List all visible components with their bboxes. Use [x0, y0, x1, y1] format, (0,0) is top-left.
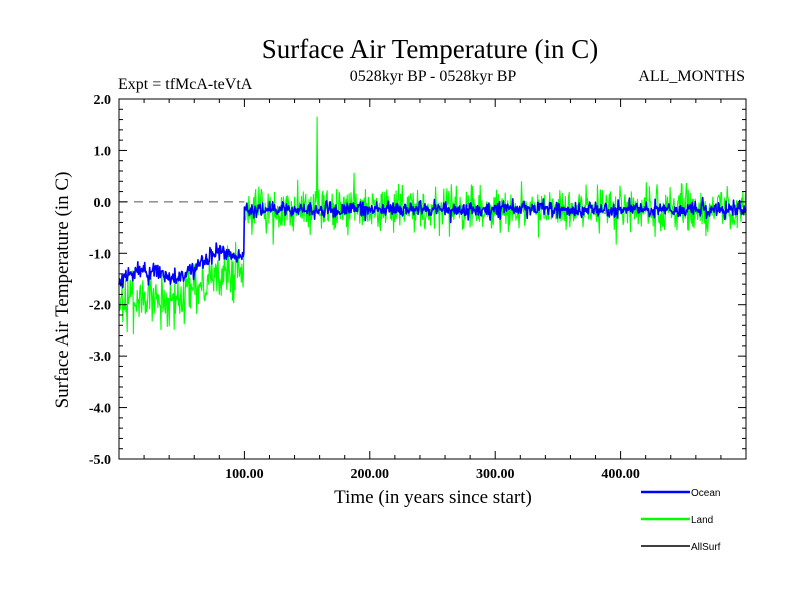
series-line-ocean [118, 196, 747, 289]
experiment-label: Expt = tfMcA-teVtA [118, 76, 253, 93]
legend-label-ocean: Ocean [691, 488, 720, 499]
series-line-land [118, 116, 747, 335]
months-label: ALL_MONTHS [638, 68, 745, 85]
x-tick-label: 400.00 [601, 467, 640, 482]
period-label: 0528kyr BP - 0528kyr BP [350, 68, 517, 85]
y-tick-label: -2.0 [89, 299, 111, 314]
x-tick-label: 100.00 [225, 467, 264, 482]
x-axis-label: Time (in years since start) [334, 487, 532, 508]
series-layer [118, 116, 747, 335]
y-tick-labels: -5.0 -4.0 -3.0 -2.0 -1.0 0.0 1.0 2.0 [89, 93, 111, 468]
tick-marks [119, 98, 746, 460]
y-tick-label: -3.0 [89, 350, 111, 365]
legend-label-land: Land [691, 515, 713, 526]
y-tick-label: 2.0 [94, 93, 112, 108]
y-tick-label: 1.0 [94, 144, 112, 159]
x-tick-label: 300.00 [476, 467, 515, 482]
y-tick-label: 0.0 [94, 196, 112, 211]
y-tick-label: -1.0 [89, 247, 111, 262]
y-axis-label: Surface Air Temperature (in C) [52, 172, 73, 409]
legend-label-allsurf: AllSurf [691, 542, 721, 553]
chart-title: Surface Air Temperature (in C) [262, 34, 599, 64]
x-tick-label: 200.00 [351, 467, 390, 482]
legend: Ocean Land AllSurf [641, 488, 721, 553]
y-tick-label: -5.0 [89, 453, 111, 468]
x-tick-labels: 100.00 200.00 300.00 400.00 [225, 467, 640, 482]
plot-frame [118, 98, 747, 460]
y-tick-label: -4.0 [89, 402, 111, 417]
